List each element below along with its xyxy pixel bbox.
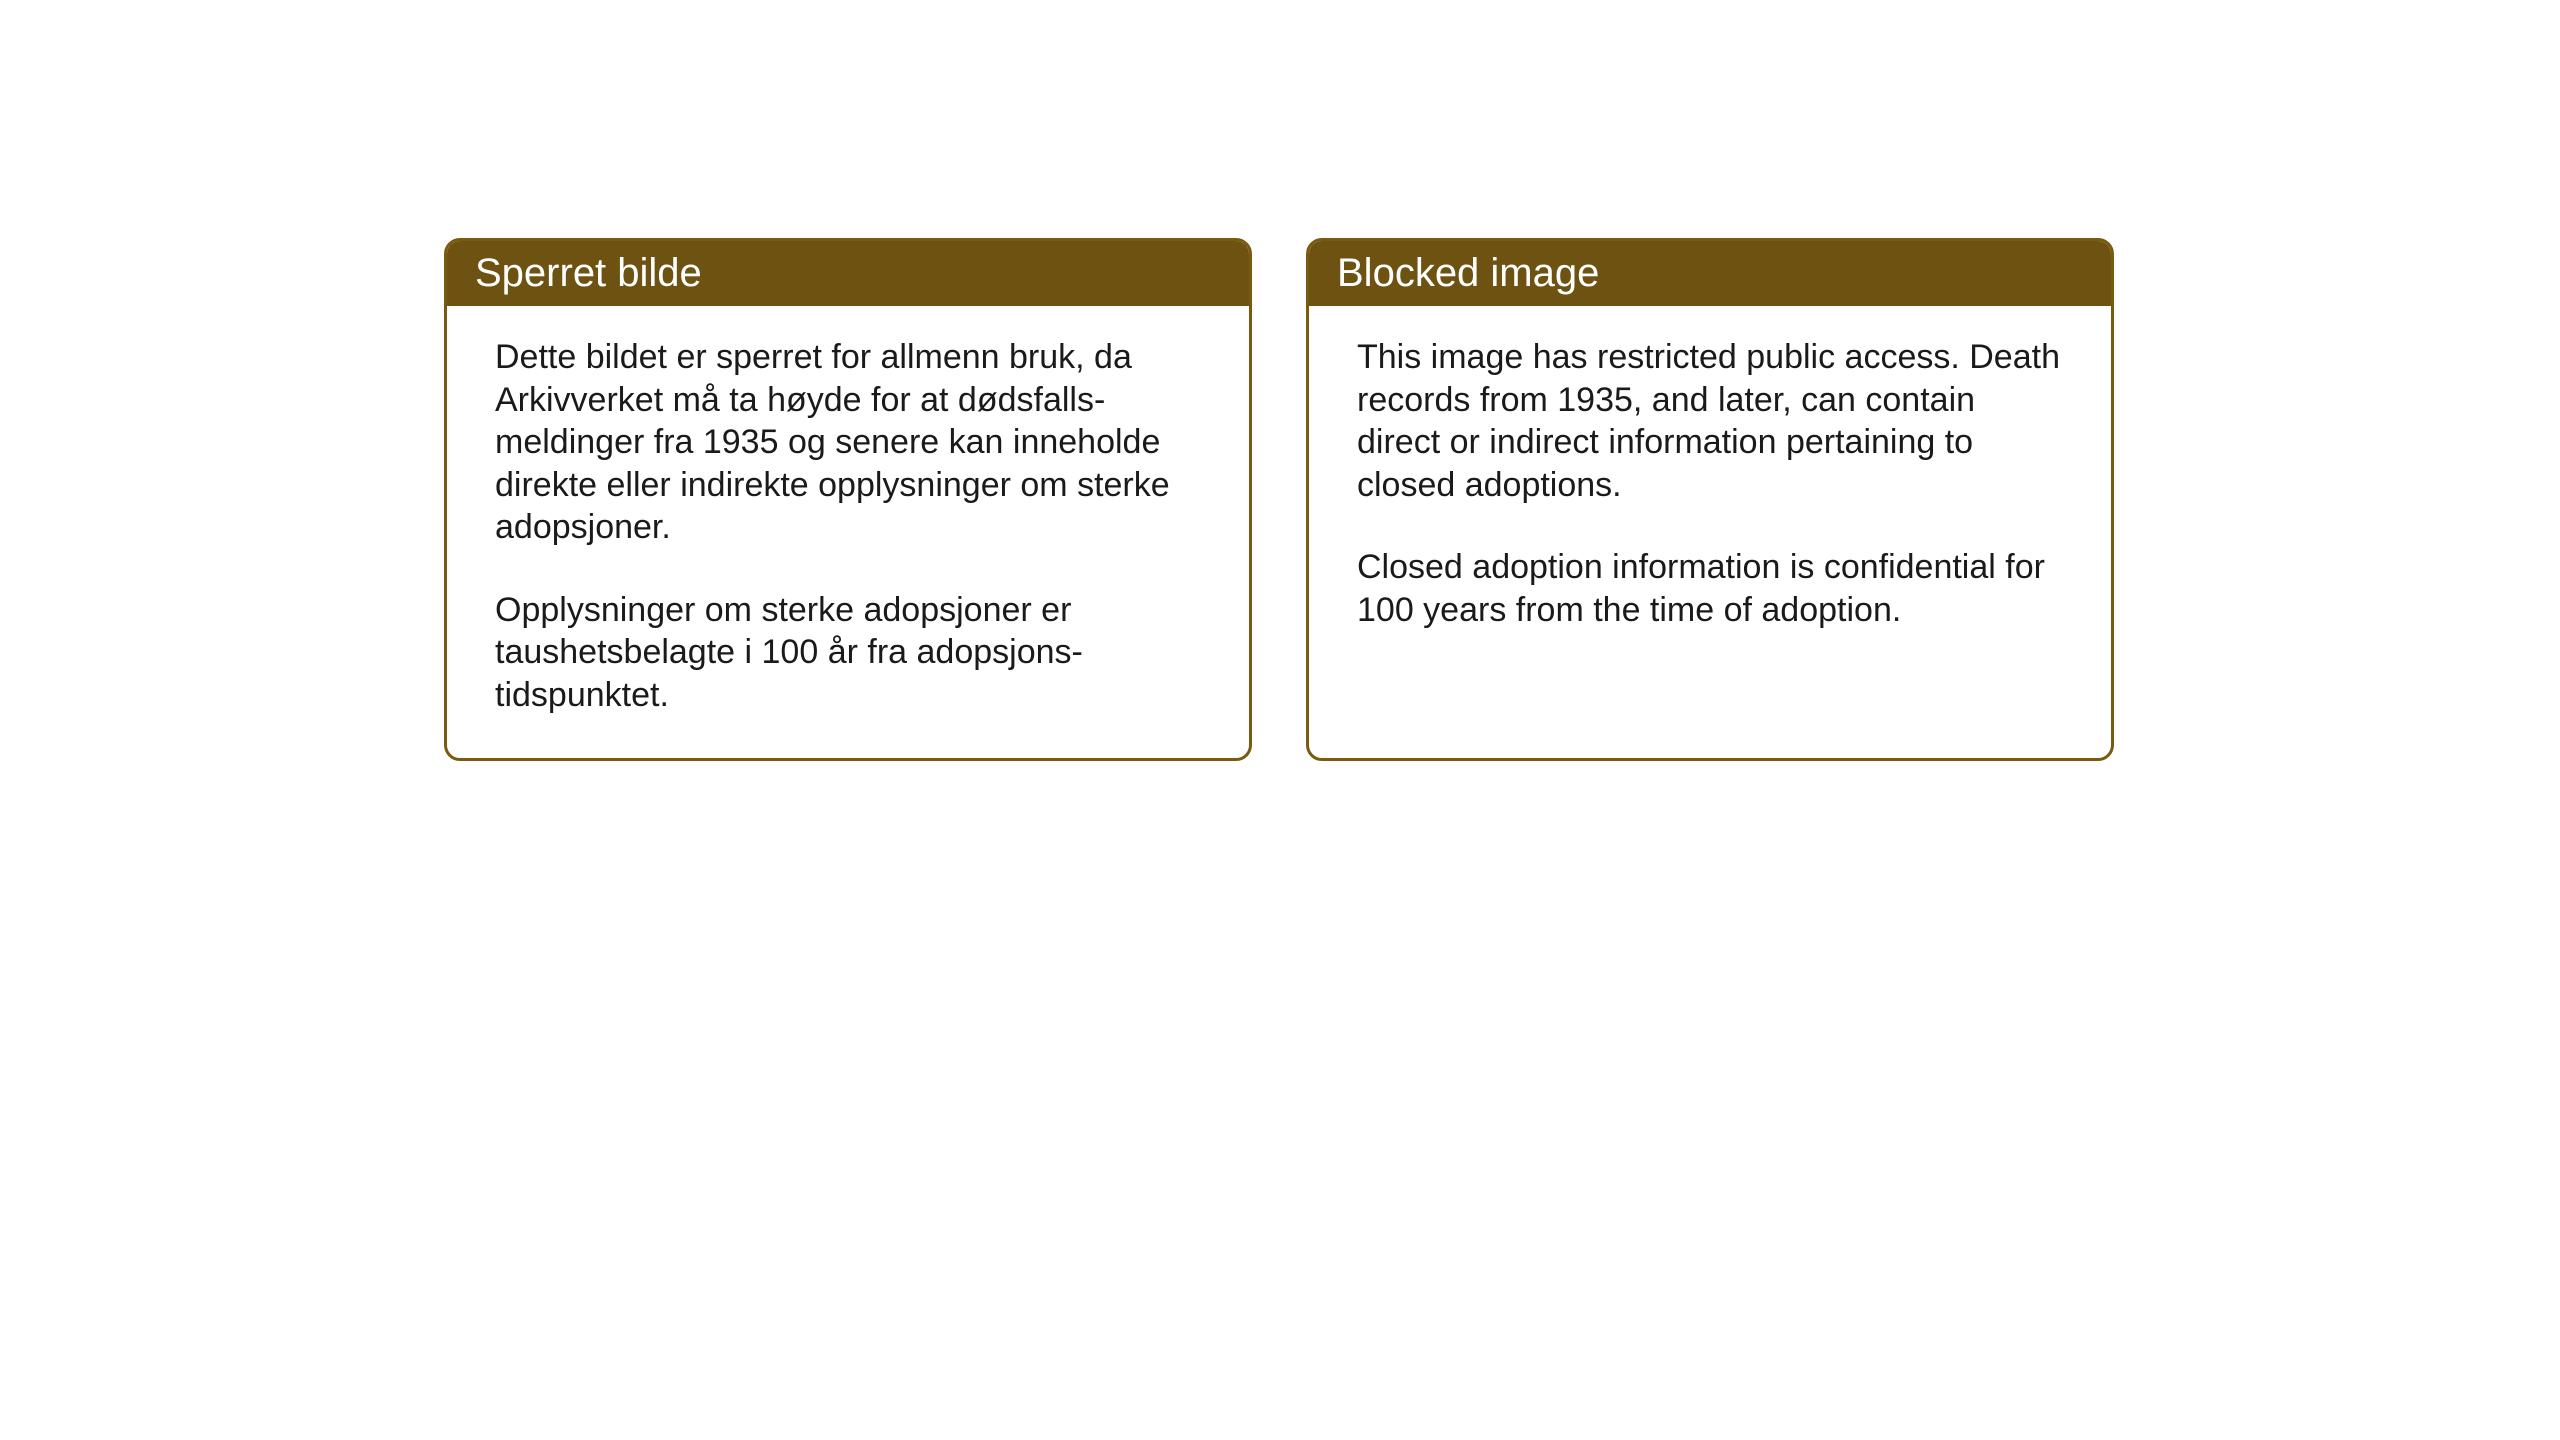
notice-body-norwegian: Dette bildet er sperret for allmenn bruk… — [447, 306, 1249, 758]
notice-box-english: Blocked image This image has restricted … — [1306, 238, 2114, 761]
notice-header-english: Blocked image — [1309, 241, 2111, 306]
notice-header-norwegian: Sperret bilde — [447, 241, 1249, 306]
notice-container: Sperret bilde Dette bildet er sperret fo… — [444, 238, 2114, 761]
notice-paragraph-2: Closed adoption information is confident… — [1357, 546, 2063, 631]
notice-title: Blocked image — [1337, 251, 1599, 295]
notice-title: Sperret bilde — [475, 251, 702, 295]
notice-body-english: This image has restricted public access.… — [1309, 306, 2111, 706]
notice-paragraph-2: Opplysninger om sterke adopsjoner er tau… — [495, 589, 1201, 717]
notice-box-norwegian: Sperret bilde Dette bildet er sperret fo… — [444, 238, 1252, 761]
notice-paragraph-1: This image has restricted public access.… — [1357, 336, 2063, 506]
notice-paragraph-1: Dette bildet er sperret for allmenn bruk… — [495, 336, 1201, 549]
